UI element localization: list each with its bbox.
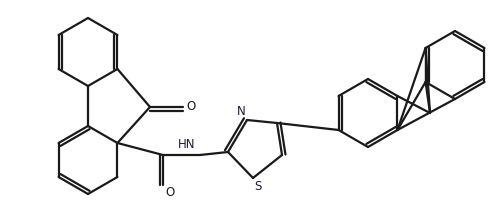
Text: O: O xyxy=(165,186,174,199)
Text: N: N xyxy=(237,105,246,118)
Text: S: S xyxy=(254,180,261,193)
Text: O: O xyxy=(186,101,195,114)
Text: HN: HN xyxy=(177,138,195,151)
